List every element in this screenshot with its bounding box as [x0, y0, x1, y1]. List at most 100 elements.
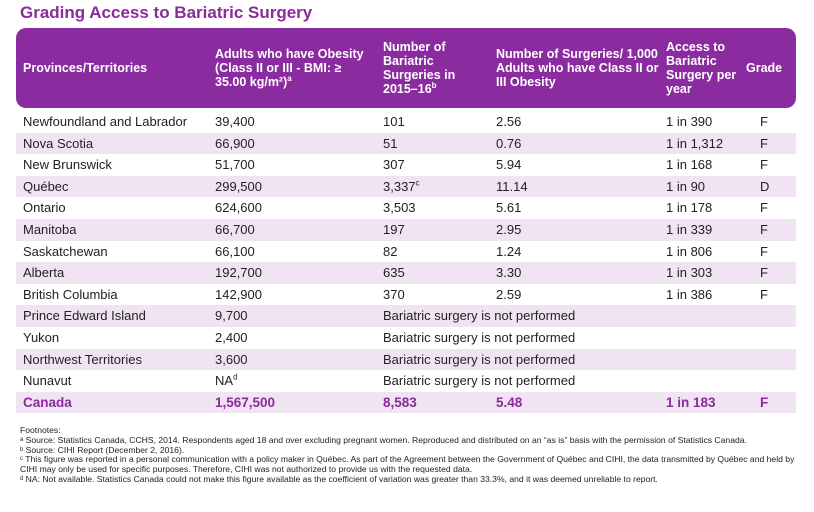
header-grade: Grade	[746, 28, 796, 108]
footnote-a: ᵃ Source: Statistics Canada, CCHS, 2014.…	[20, 434, 747, 445]
cell-access: 1 in 339	[666, 221, 713, 237]
cell-adults: 192,700	[215, 265, 262, 281]
cell-adults: 624,600	[215, 200, 262, 216]
cell-province: Alberta	[23, 265, 65, 281]
header-surgeries: Number of Bariatric Surgeries in 2015–16…	[383, 28, 488, 108]
cell-grade: F	[760, 200, 768, 216]
cell-per1000: 2.95	[496, 221, 522, 237]
cell-adults: 39,400	[215, 114, 255, 129]
cell-surgeries: 3,503	[383, 200, 416, 216]
cell-surgeries: 307	[383, 157, 405, 173]
cell-surgeries: 3,337c	[383, 178, 420, 194]
total-province: Canada	[23, 394, 72, 410]
cell-province: Manitoba	[23, 221, 77, 237]
cell-per1000: 5.94	[496, 157, 522, 173]
cell-province: Yukon	[23, 329, 60, 345]
cell-province: British Columbia	[23, 286, 118, 302]
cell-surgeries: Bariatric surgery is not performed	[383, 329, 576, 345]
cell-grade: F	[760, 114, 768, 129]
header-province: Provinces/Territories	[23, 28, 203, 108]
table-row: British Columbia 142,900 370 2.59 1 in 386 F	[16, 284, 796, 306]
cell-access: 1 in 386	[666, 286, 713, 302]
total-per1000: 5.48	[496, 394, 523, 410]
cell-province: Québec	[23, 178, 69, 194]
table-row: New Brunswick 51,700 307 5.94 1 in 168 F	[16, 154, 796, 176]
table-row: Northwest Territories 3,600 Bariatric surg…	[16, 348, 796, 371]
total-surgeries: 8,583	[383, 394, 417, 410]
footnote-b: ᵇ Source: CIHI Report (December 2, 2016)…	[20, 444, 185, 455]
cell-surgeries: Bariatric surgery is not performed	[383, 351, 576, 367]
cell-grade: F	[760, 243, 768, 259]
header-adults: Adults who have Obesity (Class II or III…	[215, 28, 375, 108]
table-row: Newfoundland and Labrador 39,400 101 2.56 1 …	[16, 111, 796, 133]
table-row: Nova Scotia 66,900 51 0.76 1 in 1,312 F	[16, 132, 796, 155]
table-row: Saskatchewan 66,100 82 1.24 1 in 806 F	[16, 241, 796, 263]
cell-surgeries: Bariatric surgery is not performed	[383, 308, 576, 324]
cell-province: Saskatchewan	[23, 243, 108, 259]
footnotes-heading: Footnotes:	[20, 425, 61, 435]
table-row-total: Canada 1,567,500 8,583 5.48 1 in 183 F	[16, 391, 796, 414]
total-adults: 1,567,500	[215, 394, 276, 410]
cell-surgeries: 197	[383, 221, 405, 237]
cell-grade: F	[760, 286, 768, 302]
cell-access: 1 in 303	[666, 265, 713, 281]
cell-adults: 66,100	[215, 243, 255, 259]
header-adults-label: Adults who have Obesity (Class II or III…	[215, 47, 364, 89]
header-province-label: Provinces/Territories	[23, 61, 148, 75]
cell-per1000: 3.30	[496, 265, 522, 281]
cell-grade: D	[760, 178, 770, 194]
table-body: Newfoundland and Labrador 39,400 101 2.56 1 …	[16, 111, 796, 392]
cell-access: 1 in 390	[666, 114, 713, 129]
table-row: Québec 299,500 3,337c 11.14 1 in 90 D	[16, 175, 796, 198]
page-title: Grading Access to Bariatric Surgery	[20, 3, 313, 22]
header-per1000: Number of Surgeries/ 1,000 Adults who ha…	[496, 28, 661, 108]
cell-adults: NAd	[215, 372, 238, 389]
cell-adults: 66,900	[215, 135, 255, 151]
cell-access: 1 in 178	[666, 200, 713, 216]
cell-adults: 9,700	[215, 308, 248, 324]
cell-province: Northwest Territories	[23, 351, 142, 367]
cell-surgeries: 51	[383, 135, 398, 151]
cell-per1000: 11.14	[496, 178, 528, 194]
table-row: Alberta 192,700 635 3.30 1 in 303 F	[16, 262, 796, 284]
cell-adults: 299,500	[215, 178, 262, 194]
cell-province: Newfoundland and Labrador	[23, 114, 188, 129]
cell-per1000: 2.56	[496, 114, 522, 129]
cell-per1000: 1.24	[496, 243, 522, 259]
total-access: 1 in 183	[666, 394, 716, 410]
footnotes: Footnotes: ᵃ Source: Statistics Canada, …	[20, 425, 800, 485]
cell-grade: F	[760, 221, 768, 237]
cell-per1000: 0.76	[496, 135, 522, 151]
cell-per1000: 5.61	[496, 200, 522, 216]
cell-province: Prince Edward Island	[23, 308, 146, 324]
cell-surgeries: 82	[383, 243, 398, 259]
cell-surgeries: 370	[383, 286, 405, 302]
cell-province: Nunavut	[23, 373, 72, 389]
cell-surgeries: Bariatric surgery is not performed	[383, 373, 576, 389]
footnote-d: ᵈ NA: Not available. Statistics Canada c…	[20, 473, 658, 484]
header-per1000-label: Number of Surgeries/ 1,000 Adults who ha…	[496, 47, 659, 89]
cell-province: Nova Scotia	[23, 135, 94, 151]
grading-table: Provinces/Territories Adults who have Ob…	[16, 28, 796, 414]
table-row: Ontario 624,600 3,503 5.61 1 in 178 F	[16, 197, 796, 219]
table-header: Provinces/Territories Adults who have Ob…	[16, 28, 796, 108]
header-surgeries-label: Number of Bariatric Surgeries in 2015–16…	[383, 40, 456, 96]
table-row: Manitoba 66,700 197 2.95 1 in 339 F	[16, 218, 796, 241]
total-grade: F	[760, 394, 769, 410]
cell-grade: F	[760, 265, 768, 281]
header-access: Access to Bariatric Surgery per year	[666, 28, 746, 108]
cell-access: 1 in 806	[666, 243, 713, 259]
cell-adults: 51,700	[215, 157, 255, 173]
cell-per1000: 2.59	[496, 286, 522, 302]
cell-access: 1 in 168	[666, 157, 713, 173]
cell-access: 1 in 90	[666, 178, 706, 194]
cell-grade: F	[760, 135, 768, 151]
header-access-label: Access to Bariatric Surgery per year	[666, 40, 737, 96]
table-row: Nunavut NAd Bariatric surgery is not perfo…	[16, 370, 796, 392]
header-grade-label: Grade	[746, 61, 783, 75]
cell-surgeries: 101	[383, 114, 405, 129]
cell-access: 1 in 1,312	[666, 135, 724, 151]
cell-adults: 66,700	[215, 221, 255, 237]
cell-surgeries: 635	[383, 265, 405, 281]
cell-province: Ontario	[23, 200, 66, 216]
